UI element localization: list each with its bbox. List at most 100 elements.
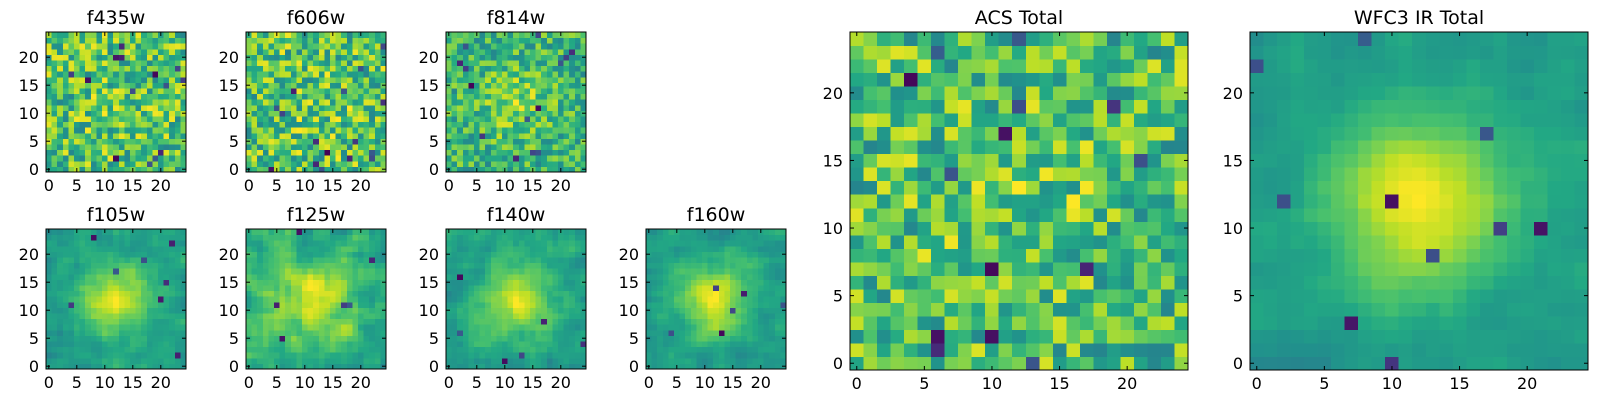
heatmap-cell xyxy=(262,324,269,331)
heatmap-cell xyxy=(569,121,576,128)
heatmap-cell xyxy=(169,155,176,162)
heatmap-cell xyxy=(274,54,281,61)
heatmap-cell xyxy=(279,71,286,78)
heatmap-cell xyxy=(85,301,92,308)
heatmap-cell xyxy=(763,301,770,308)
heatmap-cell xyxy=(479,116,486,123)
heatmap-cell xyxy=(257,88,264,95)
heatmap-cell xyxy=(580,60,587,67)
heatmap-cell xyxy=(679,257,686,264)
heatmap-cell xyxy=(457,121,464,128)
heatmap-cell xyxy=(1052,167,1067,182)
heatmap-cell xyxy=(702,268,709,275)
heatmap-cell xyxy=(369,240,376,247)
heatmap-cell xyxy=(457,76,464,83)
heatmap-cell xyxy=(490,257,497,264)
y-tick-label: 5 xyxy=(29,132,39,151)
heatmap-cell xyxy=(446,43,453,50)
heatmap-cell xyxy=(735,285,742,292)
heatmap-cell xyxy=(358,82,365,89)
heatmap-cell xyxy=(451,138,458,145)
heatmap-cell xyxy=(118,71,125,78)
heatmap-cell xyxy=(85,149,92,156)
heatmap-cell xyxy=(724,251,731,258)
heatmap-cell xyxy=(524,144,531,151)
heatmap-cell xyxy=(518,60,525,67)
heatmap-cell xyxy=(341,341,348,348)
heatmap-cell xyxy=(546,296,553,303)
heatmap-cell xyxy=(730,318,737,325)
heatmap-cell xyxy=(446,301,453,308)
heatmap-cell xyxy=(68,160,75,167)
heatmap-cell xyxy=(569,234,576,241)
heatmap-cell xyxy=(57,60,64,67)
heatmap-cell xyxy=(446,234,453,241)
heatmap-cell xyxy=(657,240,664,247)
heatmap-cell xyxy=(524,296,531,303)
x-tick-label: 10 xyxy=(95,176,115,195)
heatmap-cell xyxy=(1039,207,1054,222)
heatmap-cell xyxy=(102,99,109,106)
heatmap-cell xyxy=(51,99,58,106)
heatmap-cell xyxy=(474,307,481,314)
heatmap-cell xyxy=(507,234,514,241)
heatmap-cell xyxy=(158,65,165,72)
heatmap-cell xyxy=(563,307,570,314)
heatmap-cell xyxy=(96,262,103,269)
heatmap-cell xyxy=(446,48,453,55)
heatmap-cell xyxy=(124,76,131,83)
heatmap-cell xyxy=(451,307,458,314)
heatmap-cell xyxy=(563,301,570,308)
heatmap-cell xyxy=(285,285,292,292)
heatmap-cell xyxy=(324,363,331,370)
heatmap-cell xyxy=(141,160,148,167)
heatmap-cell xyxy=(1133,315,1148,330)
heatmap-cell xyxy=(724,290,731,297)
panel-title: f606w xyxy=(287,7,346,29)
y-tick-label: 15 xyxy=(219,76,239,95)
heatmap-cell xyxy=(74,313,81,320)
heatmap-cell xyxy=(502,234,509,241)
heatmap-cell xyxy=(1025,194,1040,209)
heatmap-cell xyxy=(998,315,1013,330)
heatmap-cell xyxy=(850,180,865,195)
heatmap-cell xyxy=(863,234,878,249)
heatmap-cell xyxy=(313,335,320,342)
heatmap-cell xyxy=(307,121,314,128)
heatmap-cell xyxy=(1133,342,1148,357)
heatmap-cell xyxy=(107,132,114,139)
heatmap-cell xyxy=(763,335,770,342)
heatmap-cell xyxy=(758,240,765,247)
heatmap-cell xyxy=(262,43,269,50)
heatmap-cell xyxy=(713,307,720,314)
heatmap-cell xyxy=(457,37,464,44)
heatmap-cell xyxy=(113,71,120,78)
heatmap-cell xyxy=(124,110,131,117)
heatmap-cell xyxy=(746,251,753,258)
heatmap-cell xyxy=(79,352,86,359)
heatmap-cell xyxy=(971,275,986,290)
heatmap-cell xyxy=(79,121,86,128)
heatmap-cell xyxy=(1160,315,1175,330)
heatmap-cell xyxy=(718,329,725,336)
heatmap-cell xyxy=(251,132,258,139)
heatmap-cell xyxy=(85,88,92,95)
heatmap-cell xyxy=(446,257,453,264)
heatmap-cell xyxy=(524,37,531,44)
heatmap-cell xyxy=(485,296,492,303)
heatmap-cell xyxy=(346,138,353,145)
heatmap-cell xyxy=(985,329,1000,344)
heatmap-cell xyxy=(707,341,714,348)
heatmap-cell xyxy=(174,307,181,314)
heatmap-cell xyxy=(863,329,878,344)
heatmap-cell xyxy=(313,99,320,106)
heatmap-cell xyxy=(574,82,581,89)
heatmap-cell xyxy=(446,65,453,72)
heatmap-cell xyxy=(335,341,342,348)
heatmap-cell xyxy=(1093,342,1108,357)
heatmap-cell xyxy=(479,127,486,134)
heatmap-cell xyxy=(758,313,765,320)
y-tick-label: 0 xyxy=(229,357,239,376)
heatmap-cell xyxy=(96,363,103,370)
heatmap-cell xyxy=(718,313,725,320)
